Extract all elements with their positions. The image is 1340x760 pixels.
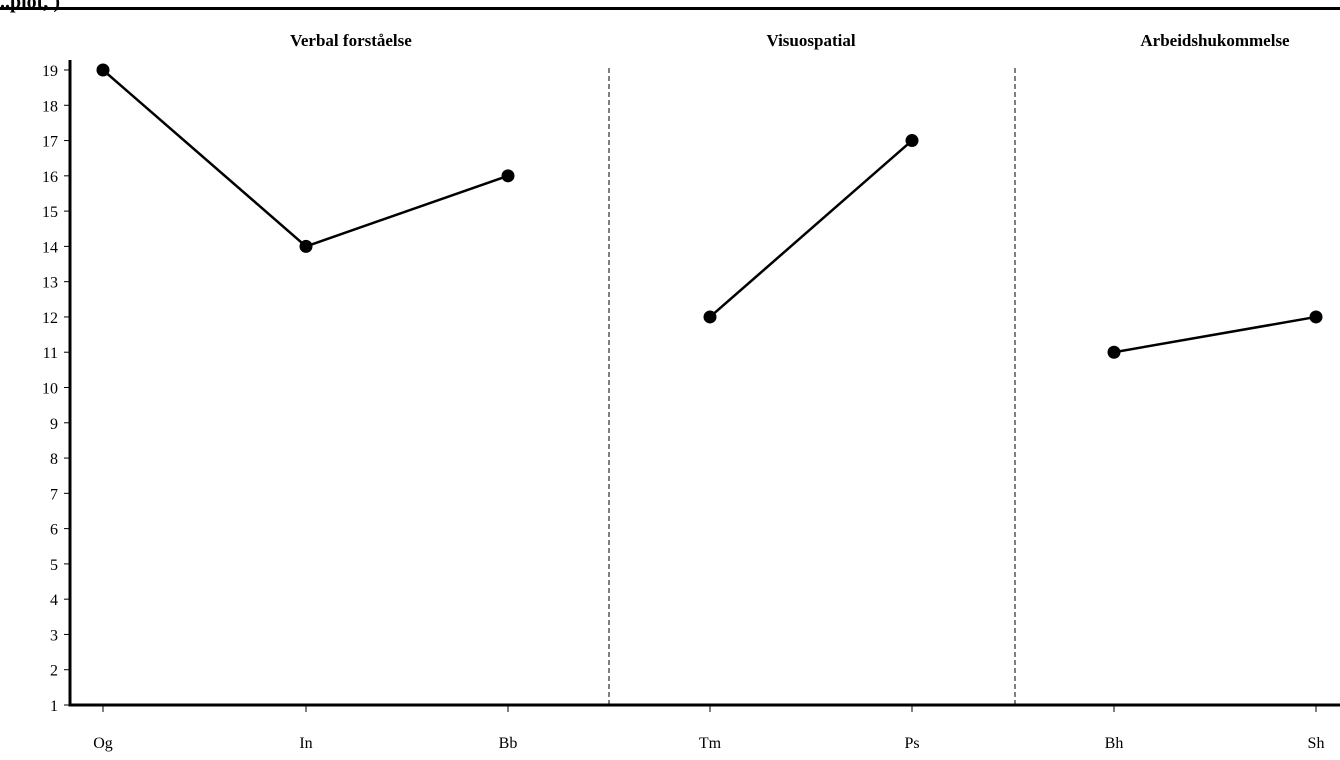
- y-tick-label-10: 10: [42, 381, 58, 398]
- x-tick-label-In: In: [299, 735, 312, 752]
- data-point-Tm: [703, 310, 717, 324]
- data-point-Ps: [905, 134, 919, 148]
- x-tick-label-Bh: Bh: [1105, 735, 1124, 752]
- x-tick-label-Og: Og: [93, 735, 113, 752]
- y-tick-label-12: 12: [42, 310, 58, 327]
- y-tick-label-3: 3: [50, 627, 58, 644]
- data-point-Bh: [1107, 345, 1121, 359]
- top-strip: ..plot, ): [0, 0, 1340, 13]
- series-line-group-1: [102, 69, 509, 248]
- data-point-Og: [96, 63, 110, 77]
- y-tick-label-5: 5: [50, 557, 58, 574]
- y-tick-label-7: 7: [50, 486, 58, 503]
- y-tick-label-8: 8: [50, 451, 58, 468]
- y-tick-label-16: 16: [42, 169, 58, 186]
- group-title-2: Visuospatial: [766, 31, 855, 50]
- y-tick-label-15: 15: [42, 204, 58, 221]
- y-tick-label-14: 14: [42, 239, 58, 256]
- data-point-Sh: [1309, 310, 1323, 324]
- y-tick-label-17: 17: [42, 134, 58, 151]
- group-title-1: Verbal forståelse: [290, 31, 412, 50]
- y-tick-label-13: 13: [42, 275, 58, 292]
- y-tick-label-11: 11: [43, 345, 58, 362]
- x-tick-label-Sh: Sh: [1308, 735, 1325, 752]
- y-tick-label-1: 1: [50, 698, 58, 715]
- y-tick-label-6: 6: [50, 522, 58, 539]
- x-tick-label-Ps: Ps: [904, 735, 919, 752]
- series-line-group-2: [709, 139, 913, 318]
- y-tick-label-2: 2: [50, 663, 58, 680]
- y-tick-label-9: 9: [50, 416, 58, 433]
- x-tick-label-Bb: Bb: [499, 735, 518, 752]
- top-rule: [0, 7, 1340, 10]
- data-point-In: [299, 239, 313, 253]
- y-tick-label-19: 19: [42, 63, 58, 80]
- x-tick-label-Tm: Tm: [699, 735, 722, 752]
- y-tick-label-4: 4: [50, 592, 58, 609]
- group-title-3: Arbeidshukommelse: [1140, 31, 1290, 50]
- data-point-Bb: [501, 169, 515, 183]
- y-tick-label-18: 18: [42, 98, 58, 115]
- series-line-group-3: [1113, 315, 1317, 354]
